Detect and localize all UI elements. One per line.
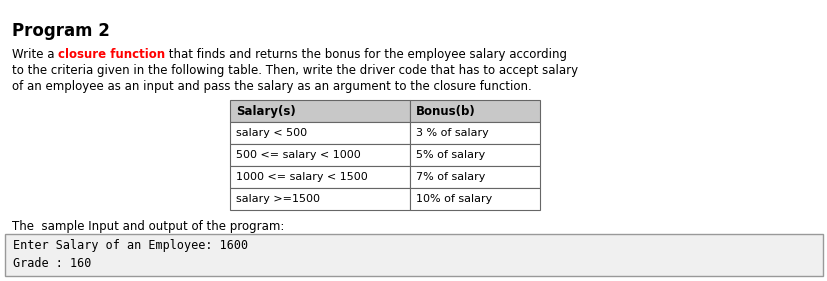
Text: Enter Salary of an Employee: 1600: Enter Salary of an Employee: 1600: [13, 239, 248, 252]
Text: to the criteria given in the following table. Then, write the driver code that h: to the criteria given in the following t…: [12, 64, 577, 77]
Text: 3 % of salary: 3 % of salary: [415, 128, 488, 138]
Text: 7% of salary: 7% of salary: [415, 172, 485, 182]
Text: 10% of salary: 10% of salary: [415, 194, 492, 204]
Text: of an employee as an input and pass the salary as an argument to the closure fun: of an employee as an input and pass the …: [12, 80, 531, 93]
Bar: [409, 122, 539, 144]
Bar: [230, 122, 409, 144]
Text: Write a: Write a: [12, 48, 58, 61]
Bar: [230, 144, 409, 166]
Bar: [230, 166, 409, 188]
Bar: [230, 188, 409, 210]
Text: that finds and returns the bonus for the employee salary according: that finds and returns the bonus for the…: [165, 48, 566, 61]
Bar: [409, 166, 539, 188]
Text: Program 2: Program 2: [12, 22, 110, 40]
Bar: [409, 188, 539, 210]
Text: Bonus(b): Bonus(b): [415, 105, 476, 117]
Bar: [409, 144, 539, 166]
Bar: [409, 100, 539, 122]
Text: Salary(s): Salary(s): [236, 105, 295, 117]
Text: 500 <= salary < 1000: 500 <= salary < 1000: [236, 150, 361, 160]
Text: closure function: closure function: [58, 48, 165, 61]
Text: 5% of salary: 5% of salary: [415, 150, 485, 160]
Bar: [230, 100, 409, 122]
Text: 1000 <= salary < 1500: 1000 <= salary < 1500: [236, 172, 367, 182]
Text: salary >=1500: salary >=1500: [236, 194, 319, 204]
Text: Grade : 160: Grade : 160: [13, 257, 91, 270]
Text: salary < 500: salary < 500: [236, 128, 307, 138]
Text: The  sample Input and output of the program:: The sample Input and output of the progr…: [12, 220, 284, 233]
Bar: [5, 234, 822, 276]
